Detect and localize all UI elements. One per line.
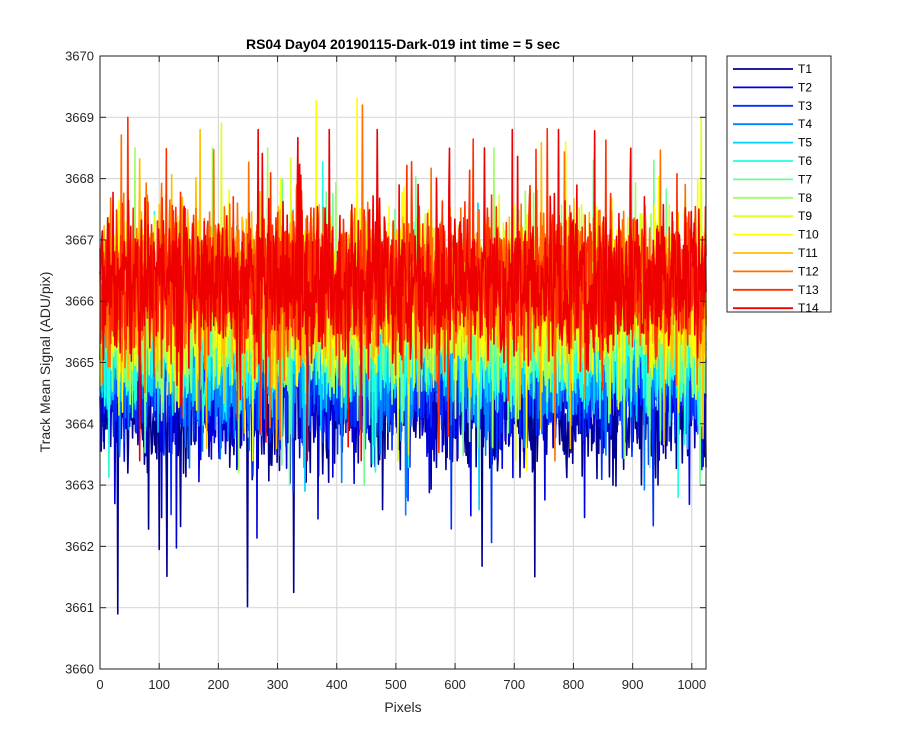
- chart-title: RS04 Day04 20190115-Dark-019 int time = …: [246, 36, 560, 52]
- y-tick-label: 3668: [65, 171, 94, 186]
- legend-box: [726, 55, 832, 313]
- x-tick-label: 0: [96, 677, 103, 692]
- x-axis-title: Pixels: [384, 699, 421, 715]
- y-tick-label: 3662: [65, 539, 94, 554]
- y-tick-label: 3663: [65, 478, 94, 493]
- x-tick-label: 500: [385, 677, 407, 692]
- legend-label: T14: [798, 301, 819, 315]
- legend-label: T9: [798, 209, 812, 223]
- x-tick-labels: 0 100 200 300 400 500 600 700 800 900 1000: [96, 677, 706, 692]
- x-tick-label: 100: [148, 677, 170, 692]
- tick-marks: [99, 55, 706, 670]
- legend-label: T10: [798, 228, 819, 242]
- x-tick-label: 700: [503, 677, 525, 692]
- legend-label: T2: [798, 80, 812, 94]
- legend-label: T11: [798, 246, 818, 260]
- legend-label: T4: [798, 117, 812, 131]
- legend-label: T5: [798, 136, 812, 150]
- y-tick-label: 3665: [65, 355, 94, 370]
- y-tick-labels: 3660 3661 3662 3663 3664 3665 3666 3667 3668 3669…: [65, 49, 94, 677]
- x-tick-label: 400: [326, 677, 348, 692]
- y-tick-label: 3667: [65, 232, 94, 247]
- y-axis-title: Track Mean Signal (ADU/pix): [37, 272, 53, 453]
- y-tick-label: 3669: [65, 110, 94, 125]
- x-tick-label: 200: [208, 677, 230, 692]
- legend-label: T8: [798, 191, 812, 205]
- x-tick-label: 600: [444, 677, 466, 692]
- legend-label: T12: [798, 264, 819, 278]
- x-tick-label: 800: [563, 677, 585, 692]
- legend-label: T6: [798, 154, 812, 168]
- y-tick-label: 3660: [65, 662, 94, 677]
- legend-label: T7: [798, 172, 812, 186]
- legend-label: T13: [798, 283, 819, 297]
- y-tick-label: 3666: [65, 294, 94, 309]
- y-tick-label: 3661: [65, 600, 94, 615]
- legend-label: T1: [798, 62, 812, 76]
- series-line-t14: [99, 128, 707, 462]
- x-tick-label: 300: [267, 677, 289, 692]
- y-tick-label: 3664: [65, 416, 94, 431]
- legend: T1 T2 T3 T4 T5 T6 T7 T8 T9 T10 T11 T12 T13 T14: [726, 55, 832, 315]
- x-tick-label: 1000: [677, 677, 706, 692]
- x-tick-label: 900: [622, 677, 644, 692]
- legend-label: T3: [798, 99, 812, 113]
- series-group: [99, 97, 707, 615]
- y-tick-label: 3670: [65, 49, 94, 64]
